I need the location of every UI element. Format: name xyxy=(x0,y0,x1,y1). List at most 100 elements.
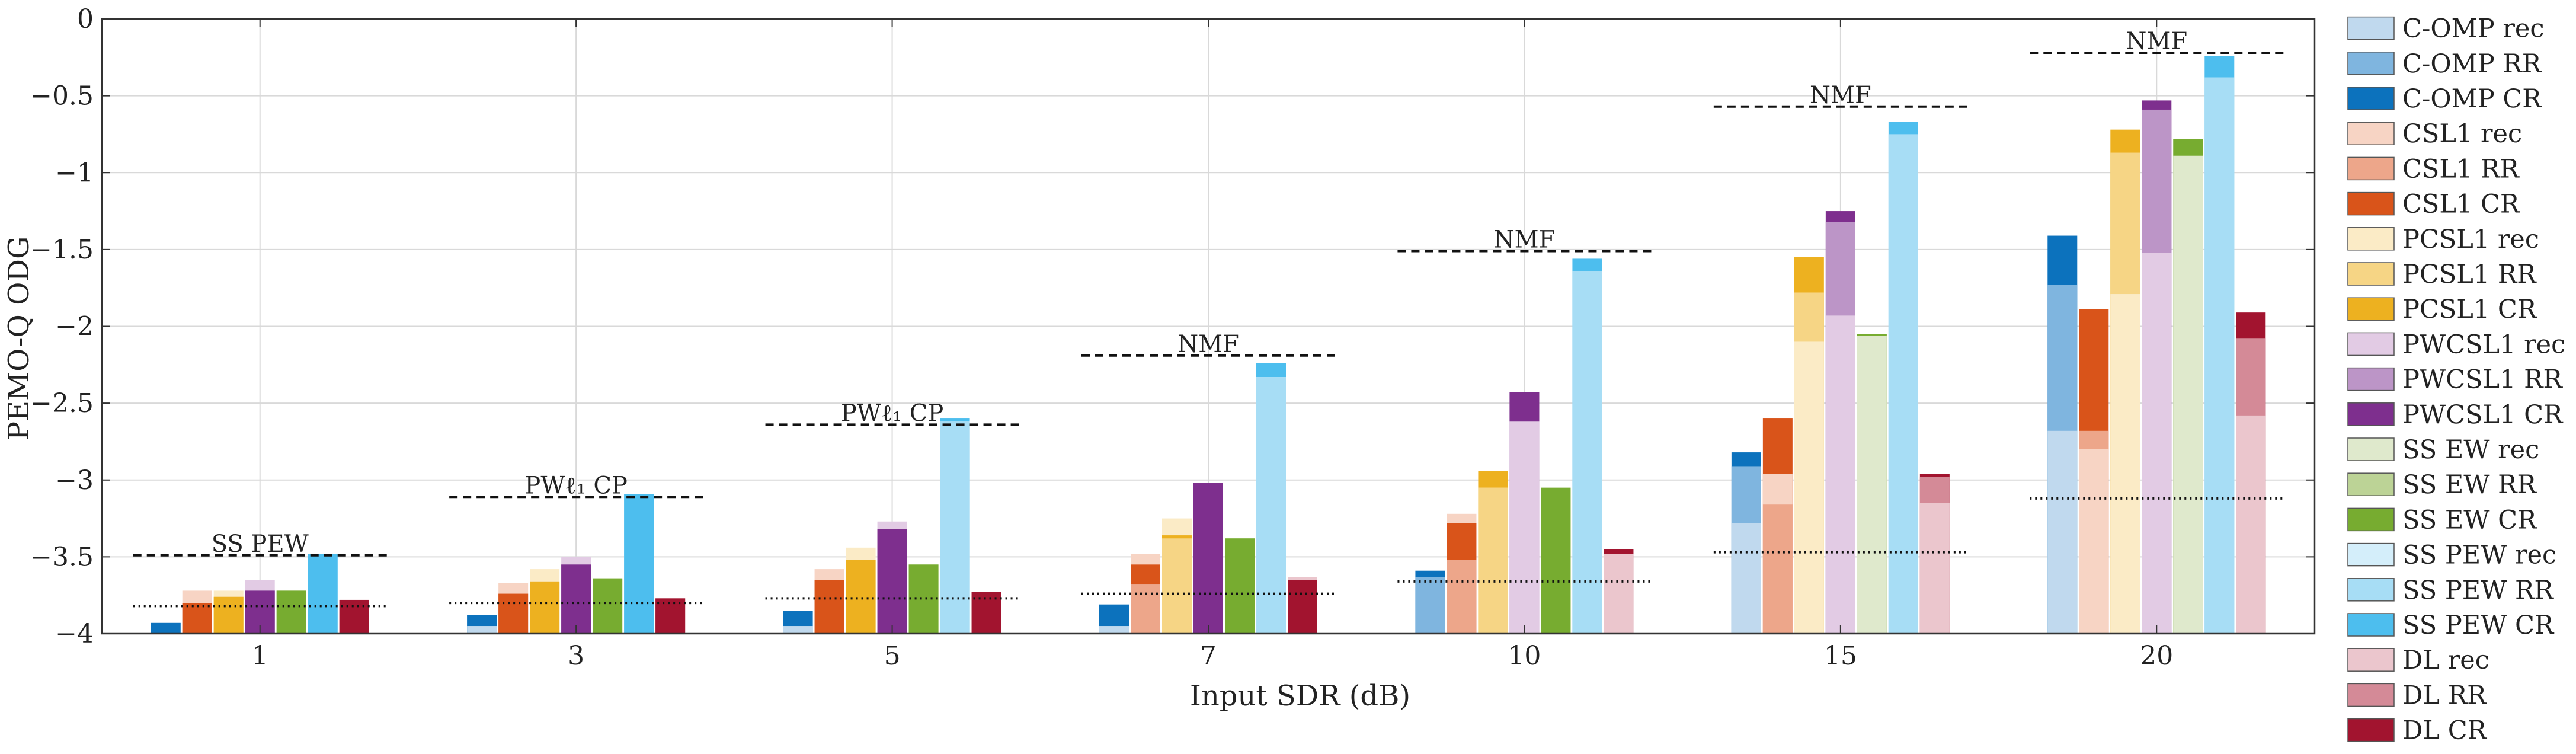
legend-swatch xyxy=(2347,648,2395,672)
bar-pcsl1-rec-20 xyxy=(2110,294,2140,634)
best-reference-label: NMF xyxy=(1810,82,1871,109)
bar-pcsl1-cr-3 xyxy=(530,581,560,634)
legend-swatch xyxy=(2347,402,2395,426)
legend-swatch xyxy=(2347,297,2395,321)
bar-csl1-cr-5 xyxy=(814,580,844,634)
legend-label: PCSL1 RR xyxy=(2402,260,2537,289)
bar-pcsl1-rec-15 xyxy=(1794,341,1824,634)
x-tick-label: 1 xyxy=(252,641,268,671)
best-reference-label: NMF xyxy=(1494,226,1556,253)
x-tick-label: 20 xyxy=(2140,641,2173,671)
bar-ss-ew-cr-1 xyxy=(276,590,306,634)
legend-swatch xyxy=(2347,227,2395,251)
legend-swatch xyxy=(2347,613,2395,637)
best-reference-label: SS PEW xyxy=(212,531,309,558)
best-reference-label: NMF xyxy=(2126,28,2187,55)
legend-swatch xyxy=(2347,16,2395,40)
y-tick-label: −4 xyxy=(55,619,94,649)
bar-pwcsl1-rec-20 xyxy=(2142,253,2172,634)
bar-pwcsl1-rec-10 xyxy=(1509,421,1540,634)
legend-swatch xyxy=(2347,683,2395,707)
bar-ss-ew-cr-5 xyxy=(908,564,939,634)
y-tick-label: −1 xyxy=(55,158,94,188)
legend-label: SS PEW rec xyxy=(2402,541,2556,570)
legend-label: PCSL1 rec xyxy=(2402,225,2539,254)
bar-dl-rec-15 xyxy=(1919,503,1950,634)
reference-lines: SS PEW PWℓ₁ CP PWℓ₁ CP NMF NMF NMF NMF xyxy=(133,28,2284,608)
legend-label: SS EW RR xyxy=(2402,470,2537,500)
legend-label: SS PEW RR xyxy=(2402,576,2554,605)
bar-c-omp-rec-7 xyxy=(1099,626,1129,634)
bar-dl-rec-20 xyxy=(2236,415,2266,634)
y-tick-label: −3.5 xyxy=(30,542,94,572)
legend-label: C-OMP CR xyxy=(2402,84,2542,114)
bar-c-omp-rec-5 xyxy=(783,626,813,634)
legend-label: SS PEW CR xyxy=(2402,611,2555,640)
legend-swatch xyxy=(2347,87,2395,110)
bar-csl1-cr-1 xyxy=(182,603,212,634)
bar-csl1-rr-7 xyxy=(1131,584,1160,634)
bar-ss-pew-cr-1 xyxy=(308,554,338,634)
y-tick-label: −3 xyxy=(55,465,94,496)
bar-ss-pew-rr-10 xyxy=(1572,271,1602,634)
bar-dl-cr-3 xyxy=(655,598,686,634)
legend-swatch xyxy=(2347,191,2395,216)
x-tick-label: 7 xyxy=(1200,641,1217,671)
legend-label: DL rec xyxy=(2402,646,2489,675)
legend-label: DL CR xyxy=(2402,716,2488,746)
bar-c-omp-rr-10 xyxy=(1415,577,1445,634)
legend-swatch xyxy=(2347,367,2395,391)
legend-label: PWCSL1 CR xyxy=(2402,400,2564,430)
legend-swatch xyxy=(2347,122,2395,145)
bar-dl-cr-7 xyxy=(1288,580,1317,634)
best-reference-label: PWℓ₁ CP xyxy=(524,472,627,499)
legend-swatch xyxy=(2347,578,2395,602)
legend-label: SS EW CR xyxy=(2402,505,2537,535)
bar-csl1-rec-20 xyxy=(2079,449,2109,634)
bar-pwcsl1-rec-15 xyxy=(1825,315,1855,634)
bar-csl1-rr-15 xyxy=(1762,504,1793,634)
bar-pwcsl1-cr-3 xyxy=(561,564,591,634)
legend-label: PCSL1 CR xyxy=(2402,295,2537,324)
legend: C-OMP rec C-OMP RR C-OMP CR CSL1 rec CSL1 RR… xyxy=(2347,14,2565,746)
legend-label: CSL1 RR xyxy=(2402,154,2520,184)
legend-swatch xyxy=(2347,472,2395,496)
bar-ss-pew-rr-7 xyxy=(1256,377,1286,634)
axes-frame xyxy=(101,18,2316,635)
legend-label: CSL1 CR xyxy=(2402,190,2520,219)
x-axis-label: Input SDR (dB) xyxy=(1190,679,1410,713)
bar-dl-cr-1 xyxy=(339,599,369,634)
bar-ss-ew-cr-7 xyxy=(1225,538,1255,634)
bar-ss-ew-cr-10 xyxy=(1541,487,1571,634)
legend-swatch xyxy=(2347,542,2395,567)
x-tick-label: 5 xyxy=(884,641,901,671)
legend-label: PWCSL1 rec xyxy=(2402,330,2565,359)
bar-dl-cr-5 xyxy=(971,592,1001,634)
bar-c-omp-rec-20 xyxy=(2047,430,2078,634)
y-tick-label: 0 xyxy=(77,4,94,34)
legend-swatch xyxy=(2347,437,2395,461)
legend-swatch xyxy=(2347,52,2395,75)
legend-label: SS EW rec xyxy=(2402,435,2539,465)
bars xyxy=(151,56,2266,634)
x-tick-label: 10 xyxy=(1508,641,1541,671)
x-tick-label: 3 xyxy=(568,641,584,671)
legend-label: DL RR xyxy=(2402,680,2487,710)
legend-label: C-OMP RR xyxy=(2402,49,2542,79)
legend-swatch xyxy=(2347,718,2395,742)
bar-ss-ew-rec-20 xyxy=(2173,155,2203,634)
bar-c-omp-rec-15 xyxy=(1731,523,1761,634)
x-tick-label: 15 xyxy=(1824,641,1857,671)
bar-c-omp-rec-3 xyxy=(467,626,497,634)
bar-csl1-cr-3 xyxy=(498,593,529,634)
legend-label: PWCSL1 RR xyxy=(2402,365,2563,395)
bar-pcsl1-rr-10 xyxy=(1478,487,1508,634)
legend-swatch xyxy=(2347,332,2395,356)
bar-pcsl1-cr-5 xyxy=(846,560,876,634)
legend-label: C-OMP rec xyxy=(2402,14,2544,44)
bar-ss-pew-rr-20 xyxy=(2204,77,2235,634)
y-tick-label: −0.5 xyxy=(30,81,94,111)
axes xyxy=(101,18,2316,635)
bar-pwcsl1-cr-5 xyxy=(877,529,907,634)
